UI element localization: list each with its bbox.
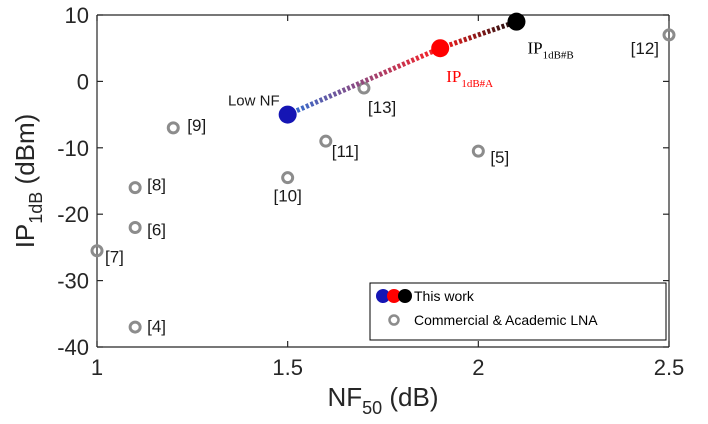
- commercial-lna-point: [128, 320, 142, 334]
- commercial-lna-label: [8]: [147, 176, 166, 195]
- y-tick-label: -30: [57, 269, 89, 294]
- x-axis-label: NF50 (dB): [327, 382, 438, 418]
- legend-swatch-ip1db-b: [398, 289, 412, 303]
- y-tick-label: -20: [57, 202, 89, 227]
- legend-label-this-work: This work: [414, 288, 475, 304]
- commercial-lna-label: [10]: [273, 187, 301, 206]
- y-axis-label: IP1dB (dBm): [10, 114, 46, 249]
- commercial-lna-label: [6]: [147, 220, 166, 239]
- commercial-lna-point: [357, 81, 371, 95]
- commercial-lna-label: [7]: [105, 248, 124, 267]
- commercial-lna-label: [11]: [332, 142, 359, 161]
- legend-swatch-ip1db-a: [387, 289, 401, 303]
- legend-label-commercial: Commercial & Academic LNA: [414, 312, 598, 328]
- low-nf-label: Low NF: [228, 93, 280, 110]
- commercial-lna-label: [4]: [147, 317, 166, 336]
- x-tick-label: 2.5: [654, 355, 685, 380]
- legend: This work Commercial & Academic LNA: [369, 282, 667, 341]
- ip1db-b-label: IP1dB#B: [527, 39, 573, 62]
- this-work-point-ip1db-b: [507, 12, 526, 31]
- commercial-lna-point: [90, 244, 104, 258]
- commercial-lna-point: [281, 171, 295, 185]
- commercial-lna-point: [128, 181, 142, 195]
- y-tick-label: 0: [77, 69, 89, 94]
- commercial-lna-point: [166, 121, 180, 135]
- commercial-lna-point: [662, 28, 676, 42]
- commercial-lna-label: [5]: [490, 148, 509, 167]
- commercial-lna-label: [13]: [368, 98, 396, 117]
- ip1db-a-label: IP1dB#A: [446, 67, 493, 90]
- x-tick-label: 1.5: [272, 355, 303, 380]
- legend-swatch-commercial: [388, 314, 400, 326]
- commercial-lna-point: [471, 144, 485, 158]
- commercial-lna-label: [12]: [631, 39, 659, 58]
- legend-swatch-low-nf: [376, 289, 390, 303]
- this-work-point-ip1db-a: [431, 39, 450, 58]
- x-tick-label: 2: [472, 355, 484, 380]
- this-work-line-a-to-b: [439, 19, 518, 51]
- y-tick-label: -10: [57, 136, 89, 161]
- legend-box: [369, 282, 667, 341]
- x-tick-label: 1: [91, 355, 103, 380]
- y-tick-label: 10: [65, 3, 89, 28]
- this-work-point-low-nf: [278, 105, 297, 124]
- commercial-lna-point: [319, 134, 333, 148]
- this-work-line-lownf-to-a: [286, 45, 442, 117]
- commercial-lna-label: [9]: [187, 116, 206, 135]
- commercial-lna-point: [128, 220, 142, 234]
- y-tick-label: -40: [57, 335, 89, 360]
